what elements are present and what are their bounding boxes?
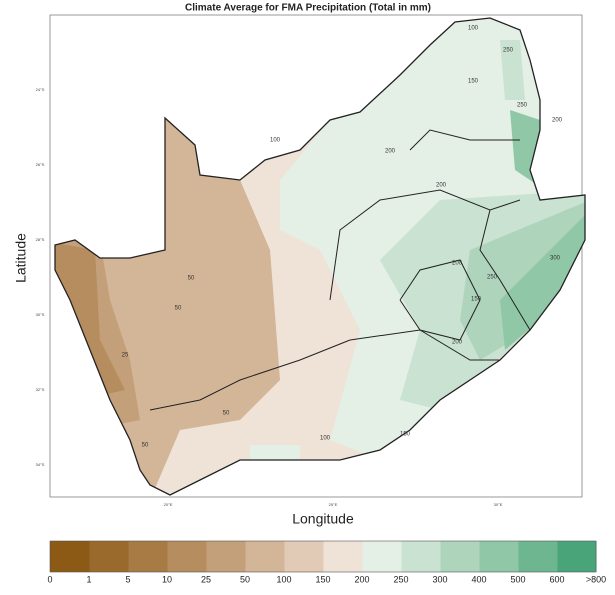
contour-label: 50 bbox=[188, 276, 195, 282]
lat-tick-label: 26°S bbox=[36, 162, 45, 167]
colorbar-label: >800 bbox=[586, 574, 606, 584]
colorbar-frame bbox=[49, 540, 597, 573]
contour-label: 200 bbox=[452, 340, 463, 346]
contour-label: 200 bbox=[452, 261, 463, 267]
contour-label: 300 bbox=[550, 256, 561, 262]
contour-label: 50 bbox=[175, 306, 182, 312]
colorbar-label: 600 bbox=[549, 574, 564, 584]
colorbar-label: 5 bbox=[125, 574, 130, 584]
lat-tick-label: 34°S bbox=[36, 462, 45, 467]
colorbar-label: 150 bbox=[315, 574, 330, 584]
colorbar-label: 1 bbox=[86, 574, 91, 584]
colorbar-label: 300 bbox=[432, 574, 447, 584]
contour-label: 50 bbox=[223, 411, 230, 417]
colorbar-swatch bbox=[518, 541, 558, 572]
colorbar-swatch bbox=[50, 541, 90, 572]
contour-label: 50 bbox=[142, 443, 149, 449]
colorbar-label: 0 bbox=[47, 574, 52, 584]
map-title: Climate Average for FMA Precipitation (T… bbox=[185, 3, 431, 14]
colorbar-label: 200 bbox=[354, 574, 369, 584]
contour-label: 100 bbox=[270, 138, 281, 144]
borders bbox=[54, 17, 586, 496]
colorbar-swatch bbox=[206, 541, 246, 572]
contour-label: 250 bbox=[487, 275, 498, 281]
colorbar-label: 10 bbox=[162, 574, 172, 584]
colorbar-swatch bbox=[401, 541, 441, 572]
lat-tick-label: 32°S bbox=[36, 387, 45, 392]
contour-label: 250 bbox=[517, 103, 528, 109]
lon-tick-label: 25°E bbox=[329, 502, 338, 507]
colorbar-swatch bbox=[479, 541, 519, 572]
colorbar-label: 50 bbox=[240, 574, 250, 584]
colorbar-label: 100 bbox=[276, 574, 291, 584]
lon-tick-label: 20°E bbox=[164, 502, 173, 507]
contour-label: 100 bbox=[468, 26, 479, 32]
lat-tick-label: 24°S bbox=[36, 87, 45, 92]
colorbar-swatch bbox=[167, 541, 207, 572]
contour-label: 100 bbox=[320, 436, 331, 442]
y-axis-label: Latitude bbox=[13, 233, 29, 283]
colorbar bbox=[49, 540, 597, 573]
colorbar-swatch bbox=[284, 541, 324, 572]
contour-label: 200 bbox=[436, 183, 447, 189]
colorbar-label: 250 bbox=[393, 574, 408, 584]
colorbar-label: 400 bbox=[471, 574, 486, 584]
contour-label: 200 bbox=[552, 118, 563, 124]
contour-label: 150 bbox=[400, 432, 411, 438]
colorbar-swatch bbox=[128, 541, 168, 572]
lat-tick-label: 30°S bbox=[36, 312, 45, 317]
colorbar-swatch bbox=[362, 541, 402, 572]
lat-tick-label: 28°S bbox=[36, 237, 45, 242]
colorbar-swatch bbox=[557, 541, 597, 572]
contour-label: 200 bbox=[385, 149, 396, 155]
contour-label: 250 bbox=[503, 48, 514, 54]
colorbar-label: 25 bbox=[201, 574, 211, 584]
colorbar-swatch bbox=[440, 541, 480, 572]
colorbar-swatch bbox=[323, 541, 363, 572]
colorbar-swatch bbox=[89, 541, 129, 572]
colorbar-label: 500 bbox=[510, 574, 525, 584]
contour-label: 25 bbox=[122, 353, 129, 359]
lon-tick-label: 30°E bbox=[494, 502, 503, 507]
contour-label: 150 bbox=[471, 297, 482, 303]
x-axis-label: Longitude bbox=[292, 511, 354, 527]
contour-label: 150 bbox=[468, 79, 479, 85]
colorbar-swatch bbox=[245, 541, 285, 572]
